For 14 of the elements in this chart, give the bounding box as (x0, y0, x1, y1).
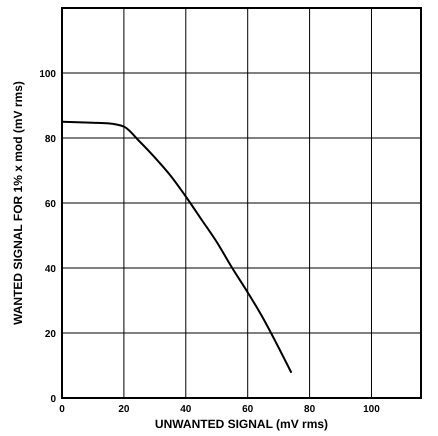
x-tick-label: 60 (242, 404, 254, 415)
y-tick-label: 60 (44, 199, 56, 210)
x-tick-label: 20 (118, 404, 130, 415)
y-tick-label: 100 (39, 69, 56, 80)
y-tick-label: 0 (50, 394, 56, 405)
x-tick-label: 80 (304, 404, 316, 415)
y-tick-label: 40 (44, 264, 56, 275)
y-tick-label: 20 (44, 329, 56, 340)
x-tick-label: 100 (363, 404, 380, 415)
x-tick-label: 40 (180, 404, 192, 415)
y-axis-title: WANTED SIGNAL FOR 1% x mod (mV rms) (11, 81, 25, 325)
x-axis-title: UNWANTED SIGNAL (mV rms) (154, 417, 328, 431)
x-tick-label: 0 (59, 404, 66, 415)
y-tick-label: 80 (44, 134, 56, 145)
